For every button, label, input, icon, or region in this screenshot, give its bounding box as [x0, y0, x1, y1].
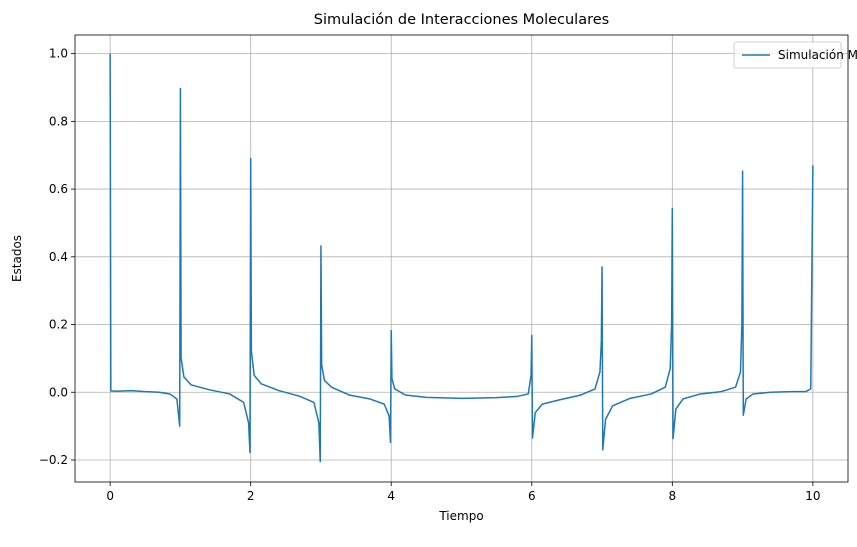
y-axis-label: Estados — [10, 235, 24, 282]
y-tick-label: 0.8 — [49, 114, 68, 128]
x-tick-label: 0 — [106, 489, 114, 503]
x-tick-label: 10 — [805, 489, 820, 503]
legend-entry: Simulación Molecular — [778, 48, 857, 62]
legend-box — [733, 41, 842, 69]
y-tick-label: 0.6 — [49, 182, 68, 196]
y-tick-label: −0.2 — [39, 453, 68, 467]
y-tick-label: 0.4 — [49, 250, 68, 264]
axes: 0 2 4 6 8 10 −0.2 0.0 0.2 0.4 0.6 0.8 1.0 — [39, 34, 849, 503]
y-tick-label: 1.0 — [49, 47, 68, 61]
y-tick-label: 0.2 — [49, 318, 68, 332]
grid — [75, 35, 848, 482]
x-tick-label: 8 — [668, 489, 676, 503]
series-layer — [109, 53, 814, 463]
x-tick-label: 6 — [528, 489, 536, 503]
y-tick-label: 0.0 — [49, 385, 68, 399]
x-tick-label: 4 — [387, 489, 395, 503]
x-axis-label: Tiempo — [438, 509, 483, 523]
x-tick-label: 2 — [247, 489, 255, 503]
plot-frame — [74, 34, 849, 483]
legend: Simulación Molecular — [733, 41, 857, 69]
chart-title: Simulación de Interacciones Moleculares — [314, 12, 609, 28]
series-line — [109, 53, 814, 463]
